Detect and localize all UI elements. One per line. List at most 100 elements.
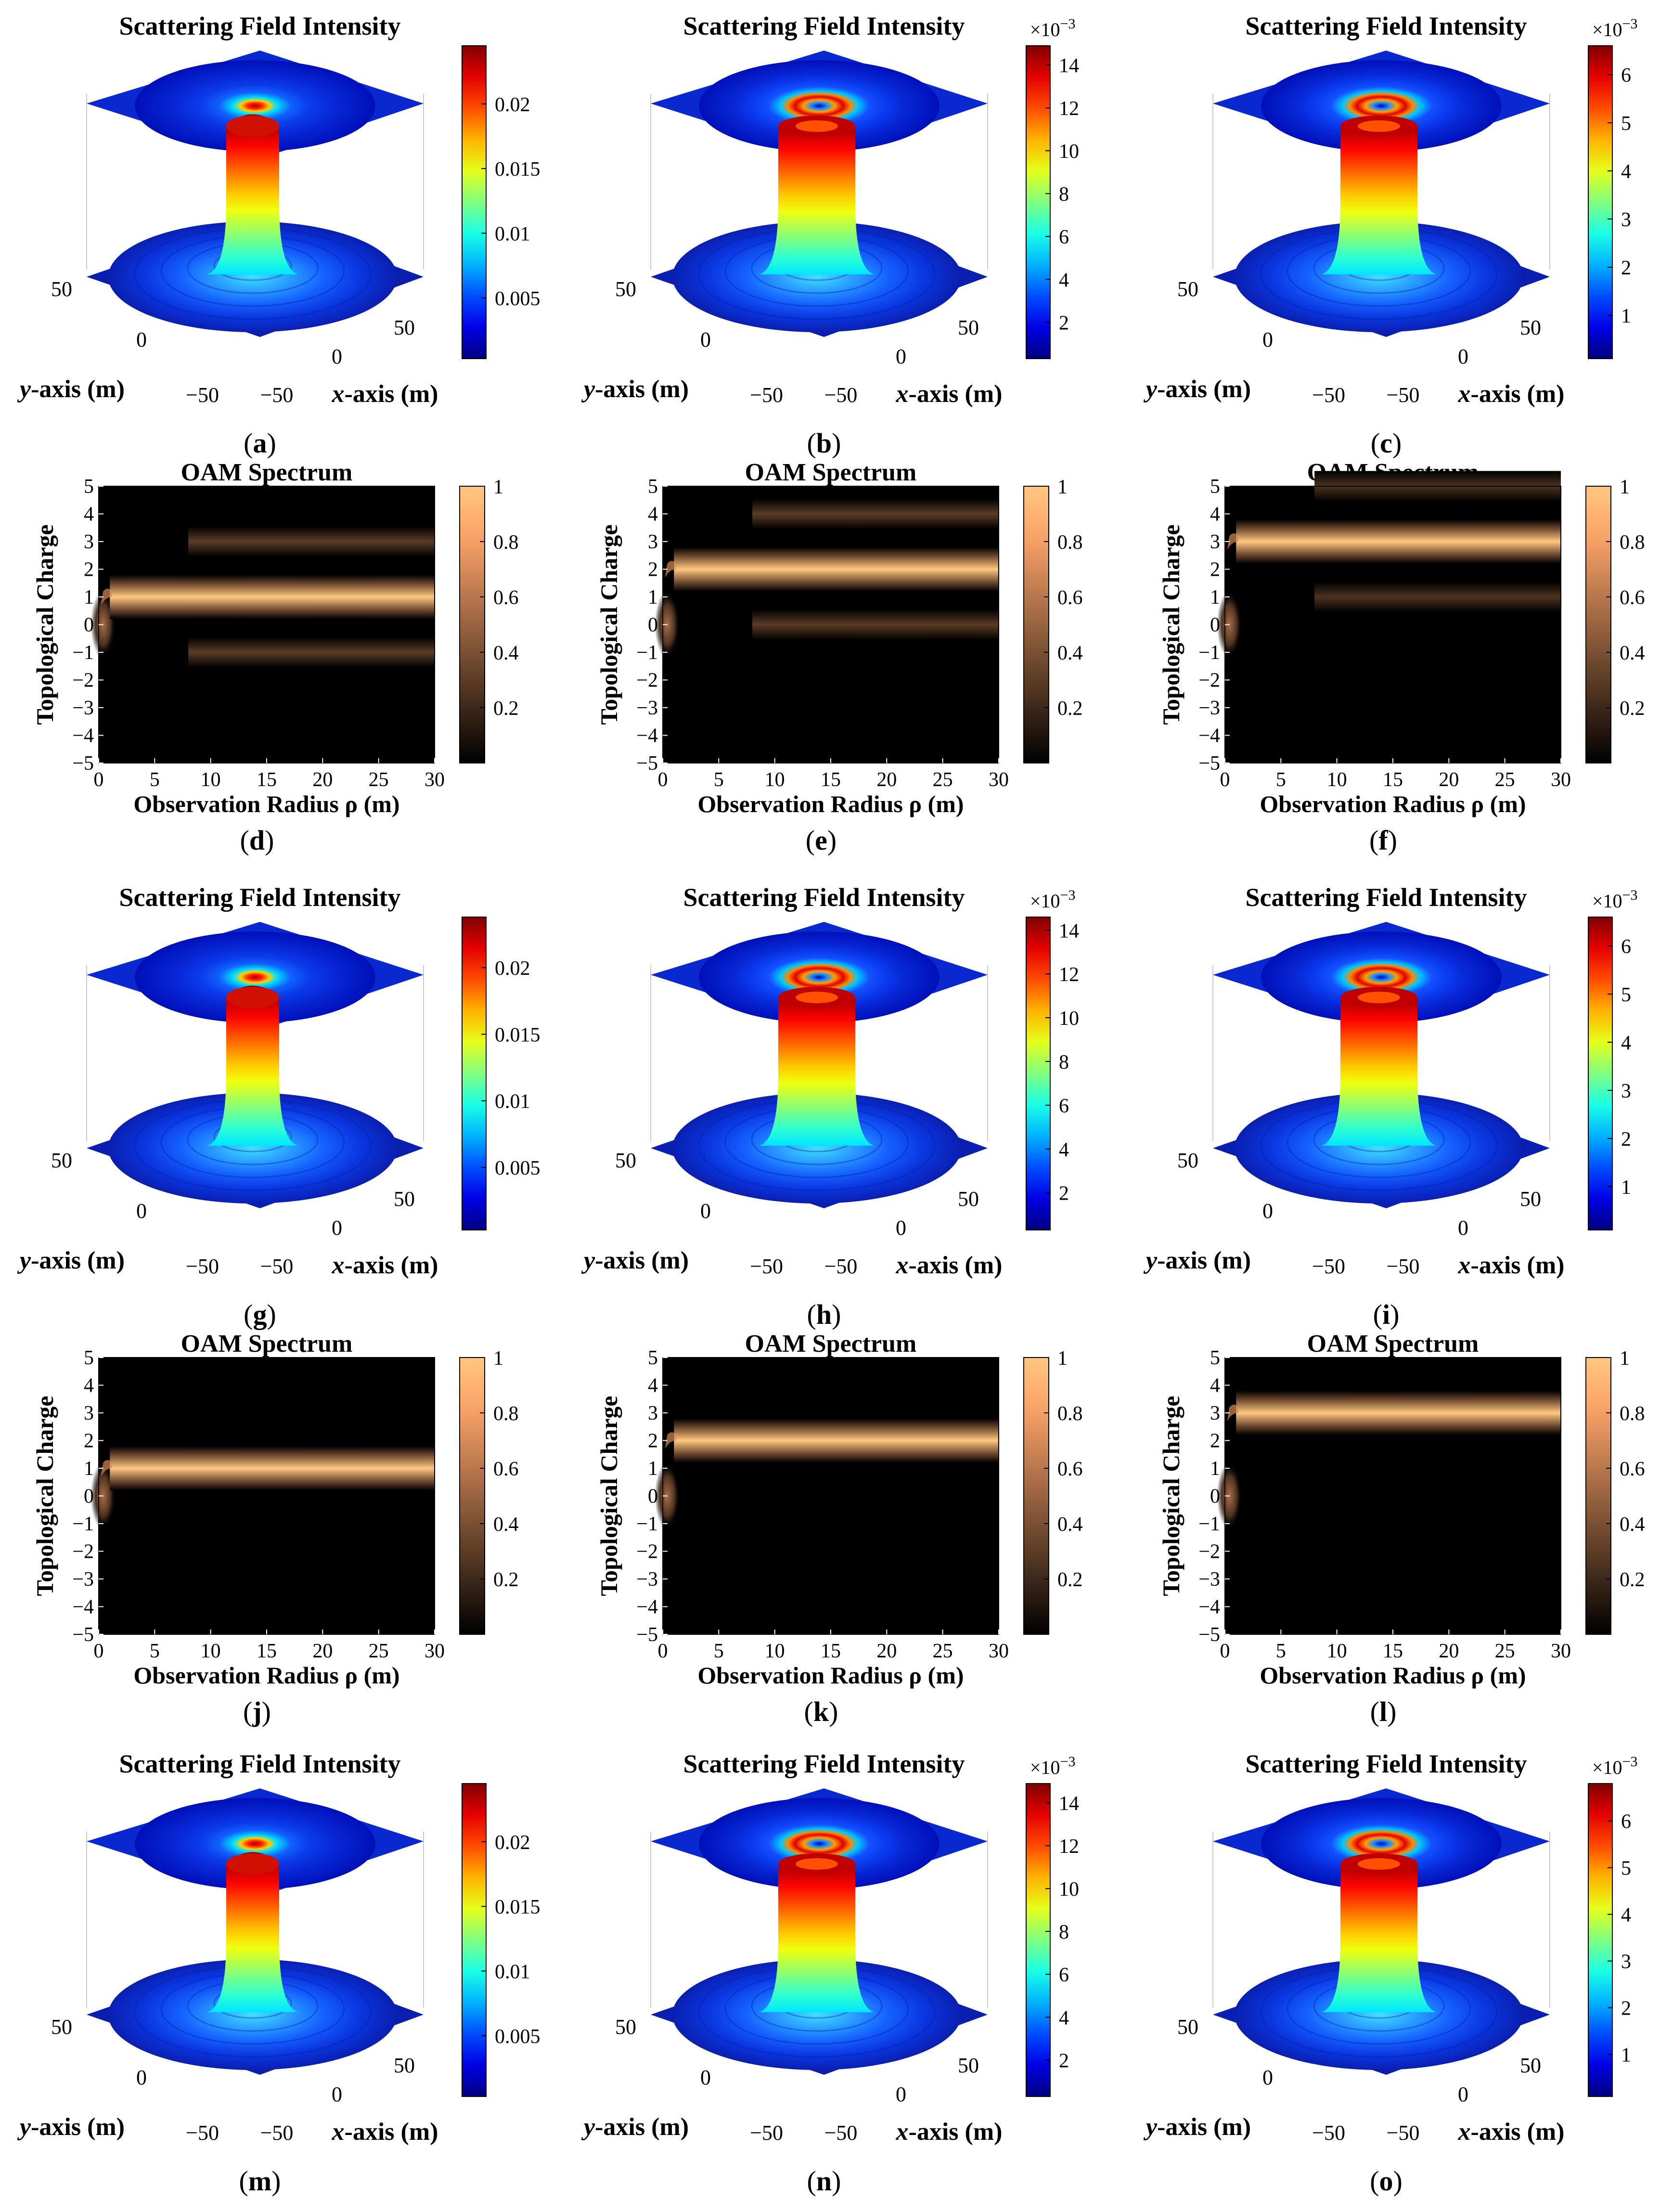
colorbar-exponent-power: −3 [1622, 16, 1638, 32]
colorbar-tick-label: 14 [1059, 55, 1079, 77]
x-tick-label: 15 [821, 1640, 841, 1662]
y-tick-label: 2 [84, 559, 94, 581]
weak-band-charge-0 [752, 609, 999, 640]
panel-title: Scattering Field Intensity [119, 883, 401, 912]
colorbar-tick-label: 1 [493, 1347, 503, 1370]
dominant-band-charge-3 [1236, 1391, 1561, 1435]
y-tick-label: −3 [72, 697, 94, 719]
colorbar-tick-label: 0.6 [493, 587, 519, 609]
colorbar-tick-label: 4 [1621, 1904, 1631, 1927]
y-tick-label: 4 [1210, 1375, 1220, 1397]
top-projection-rings [699, 60, 939, 152]
x-axis-label: Observation Radius ρ (m) [1260, 790, 1526, 817]
colorbar-tick-label: 12 [1059, 1836, 1079, 1858]
y-tick-label: 1 [648, 1458, 658, 1480]
y-axis-label: Topological Charge [31, 524, 58, 724]
x-tick-label: 50 [958, 316, 979, 339]
y-tick-label: 0 [700, 2066, 711, 2089]
y-tick-label: −1 [72, 1513, 94, 1535]
y-tick-label: 5 [648, 476, 658, 498]
y-tick-label: −3 [1198, 1568, 1220, 1591]
colorbar-tick-label: 1 [1621, 2044, 1631, 2067]
y-tick-label: 1 [648, 586, 658, 608]
x-tick-label: 25 [369, 769, 389, 791]
colorbar [1585, 1357, 1611, 1635]
subfigure-label: (d) [240, 825, 274, 856]
y-tick-label: 0 [136, 2066, 147, 2089]
surface-ripples [1235, 1093, 1523, 1203]
x-tick-label: 50 [958, 2054, 979, 2077]
x-tick-label: 5 [714, 769, 724, 791]
colorbar [462, 1783, 487, 2097]
panel-b: Scattering Field Intensity 50 0 −50 −50 0 50 y-… [581, 12, 1079, 459]
colorbar [1026, 1783, 1051, 2097]
x-tick-label: 0 [896, 345, 906, 368]
colorbar-tick-label: 0.015 [495, 1896, 541, 1918]
x-tick-label: 0 [658, 1640, 668, 1662]
y-tick-label: 50 [615, 1149, 636, 1172]
colorbar-tick-label: 0.02 [495, 1832, 530, 1854]
colorbar-tick-label: 6 [1059, 1095, 1069, 1117]
colorbar-tick-label: 0.8 [1620, 531, 1645, 554]
subfigure-label: (g) [244, 1299, 276, 1330]
y-tick-label: 5 [648, 1347, 658, 1369]
colorbar-exponent-power: −3 [1060, 887, 1076, 903]
colorbar-tick-label: 8 [1059, 183, 1069, 206]
intensity-peak [207, 114, 298, 274]
y-tick-label: 5 [84, 1347, 94, 1369]
y-tick-label: −5 [1198, 752, 1220, 775]
panel-a: Scattering Field Intensity 50 0 −50 −50 0 50 y-… [17, 12, 541, 459]
colorbar-tick-label: 5 [1621, 1858, 1631, 1880]
subfigure-label: (a) [244, 427, 276, 459]
colorbar-exponent: ×10−3 [1030, 1754, 1075, 1778]
y-axis-label: y-axis (m) [581, 2113, 689, 2141]
y-tick-label: 2 [1210, 1430, 1220, 1452]
x-tick-label: 0 [332, 2083, 342, 2106]
colorbar-tick-label: 1 [1620, 476, 1630, 498]
panel-title: OAM Spectrum [181, 459, 353, 486]
x-tick-label: 15 [821, 769, 841, 791]
y-tick-label: 4 [84, 1375, 94, 1397]
intensity-peak [759, 118, 875, 274]
y-axis-label: y-axis (m) [581, 375, 689, 403]
y-tick-label: 0 [136, 1199, 147, 1223]
subfigure-label: (c) [1371, 427, 1402, 459]
x-tick-label: 20 [312, 1640, 333, 1662]
subfigure-label: (m) [239, 2165, 281, 2197]
panel-title: Scattering Field Intensity [683, 12, 965, 40]
subfigure-label: (j) [243, 1696, 271, 1727]
colorbar [459, 1357, 485, 1635]
y-tick-label: 50 [1177, 277, 1198, 301]
y-tick-label: 0 [700, 1199, 711, 1223]
peak-dip [1358, 992, 1400, 1003]
intensity-peak [1321, 989, 1437, 1146]
colorbar-tick-label: 0.4 [493, 642, 519, 664]
peak-cap [226, 116, 279, 137]
colorbar-tick-label: 6 [1621, 65, 1631, 87]
colorbar-tick-label: 0.2 [1620, 698, 1645, 720]
colorbar-exponent: ×10−3 [1592, 16, 1637, 40]
x-tick-label: 5 [714, 1640, 724, 1662]
colorbar-tick-label: 1 [493, 476, 503, 498]
y-tick-label: −5 [636, 1624, 658, 1646]
colorbar-tick-label: 1 [1620, 1347, 1630, 1370]
x-tick-label: 0 [332, 345, 342, 368]
y-tick-label: −2 [72, 670, 94, 692]
y-axis-label: y-axis (m) [1143, 375, 1251, 403]
colorbar-tick-label: 0.01 [495, 1961, 530, 1983]
colorbar [462, 45, 487, 359]
top-projection-rings [699, 1798, 939, 1889]
x-tick-label: 10 [1327, 1640, 1347, 1662]
colorbar-tick-label: 14 [1059, 920, 1079, 942]
x-tick-label: 0 [1458, 1216, 1468, 1240]
panel-title: OAM Spectrum [181, 1330, 353, 1358]
colorbar-tick-label: 0.8 [1057, 531, 1083, 554]
y-tick-label: −50 [1312, 383, 1345, 407]
y-tick-label: 2 [648, 559, 658, 581]
colorbar-tick-label: 0.005 [495, 288, 541, 310]
x-tick-label: 25 [933, 1640, 953, 1662]
